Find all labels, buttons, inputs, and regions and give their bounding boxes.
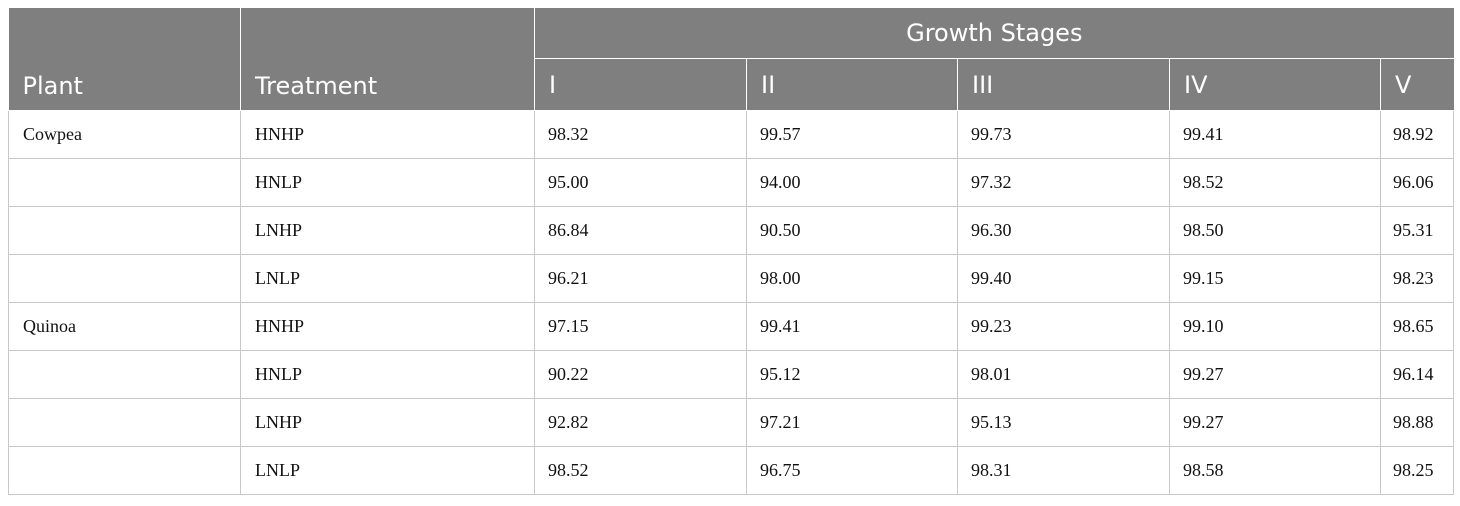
cell-treatment: LNLP <box>240 446 535 495</box>
cell-stage-value: 98.00 <box>746 254 958 303</box>
cell-stage-value: 96.30 <box>957 206 1170 255</box>
cell-stage-value: 96.75 <box>746 446 958 495</box>
cell-stage-value: 99.10 <box>1169 302 1381 351</box>
cell-stage-value: 95.12 <box>746 350 958 399</box>
cell-treatment: HNHP <box>240 302 535 351</box>
cell-plant <box>8 446 241 495</box>
cell-treatment: HNLP <box>240 158 535 207</box>
column-group-growth-stages: Growth Stages <box>533 8 1454 59</box>
table-row: LNLP 98.52 96.75 98.31 98.58 98.25 <box>8 446 1455 495</box>
cell-stage-value: 98.50 <box>1169 206 1381 255</box>
column-header-plant: Plant <box>8 8 241 111</box>
cell-stage-value: 94.00 <box>746 158 958 207</box>
cell-plant <box>8 350 241 399</box>
cell-treatment: HNHP <box>240 110 535 159</box>
cell-stage-value: 98.52 <box>1169 158 1381 207</box>
cell-stage-value: 98.25 <box>1379 446 1455 495</box>
cell-stage-value: 96.21 <box>534 254 747 303</box>
cell-stage-value: 86.84 <box>534 206 747 255</box>
cell-treatment: LNHP <box>240 398 535 447</box>
cell-stage-value: 99.23 <box>957 302 1170 351</box>
table-row: HNLP 90.22 95.12 98.01 99.27 96.14 <box>8 350 1455 399</box>
table-body: Cowpea HNHP 98.32 99.57 99.73 99.41 98.92 HNLP 9… <box>8 110 1455 495</box>
table-row: LNHP 86.84 90.50 96.30 98.50 95.31 <box>8 206 1455 255</box>
cell-stage-value: 90.50 <box>746 206 958 255</box>
column-header-stage-iv: IV <box>1169 58 1381 111</box>
cell-plant: Quinoa <box>8 302 241 351</box>
column-header-stage-v: V <box>1379 58 1454 111</box>
cell-stage-value: 98.52 <box>534 446 747 495</box>
cell-treatment: HNLP <box>240 350 535 399</box>
cell-stage-value: 99.40 <box>957 254 1170 303</box>
cell-stage-value: 99.57 <box>746 110 958 159</box>
table-row: HNLP 95.00 94.00 97.32 98.52 96.06 <box>8 158 1455 207</box>
cell-stage-value: 95.13 <box>957 398 1170 447</box>
cell-stage-value: 95.31 <box>1379 206 1455 255</box>
column-header-stage-i: I <box>534 58 747 111</box>
cell-stage-value: 98.88 <box>1379 398 1455 447</box>
cell-stage-value: 99.41 <box>1169 110 1381 159</box>
cell-stage-value: 98.23 <box>1379 254 1455 303</box>
cell-stage-value: 97.15 <box>534 302 747 351</box>
column-header-stage-ii: II <box>746 58 958 111</box>
cell-treatment: LNLP <box>240 254 535 303</box>
table-row: Cowpea HNHP 98.32 99.57 99.73 99.41 98.92 <box>8 110 1455 159</box>
cell-stage-value: 96.06 <box>1379 158 1455 207</box>
cell-plant <box>8 206 241 255</box>
cell-stage-value: 99.73 <box>957 110 1170 159</box>
cell-stage-value: 98.58 <box>1169 446 1381 495</box>
cell-plant: Cowpea <box>8 110 241 159</box>
table-row: LNHP 92.82 97.21 95.13 99.27 98.88 <box>8 398 1455 447</box>
growth-stages-table: Plant Treatment Growth Stages I II III I… <box>8 8 1455 495</box>
cell-stage-value: 99.27 <box>1169 398 1381 447</box>
cell-stage-value: 98.65 <box>1379 302 1455 351</box>
column-header-treatment: Treatment <box>240 8 535 111</box>
cell-plant <box>8 398 241 447</box>
cell-stage-value: 90.22 <box>534 350 747 399</box>
cell-stage-value: 98.92 <box>1379 110 1455 159</box>
cell-stage-value: 99.41 <box>746 302 958 351</box>
table-row: Quinoa HNHP 97.15 99.41 99.23 99.10 98.65 <box>8 302 1455 351</box>
cell-stage-value: 98.32 <box>534 110 747 159</box>
cell-stage-value: 95.00 <box>534 158 747 207</box>
cell-stage-value: 99.15 <box>1169 254 1381 303</box>
cell-stage-value: 99.27 <box>1169 350 1381 399</box>
cell-stage-value: 92.82 <box>534 398 747 447</box>
table-row: LNLP 96.21 98.00 99.40 99.15 98.23 <box>8 254 1455 303</box>
cell-stage-value: 97.32 <box>957 158 1170 207</box>
cell-treatment: LNHP <box>240 206 535 255</box>
cell-stage-value: 97.21 <box>746 398 958 447</box>
cell-stage-value: 96.14 <box>1379 350 1455 399</box>
cell-plant <box>8 254 241 303</box>
column-header-stage-iii: III <box>957 58 1170 111</box>
table-header: Plant Treatment Growth Stages I II III I… <box>8 8 1454 111</box>
cell-plant <box>8 158 241 207</box>
cell-stage-value: 98.01 <box>957 350 1170 399</box>
cell-stage-value: 98.31 <box>957 446 1170 495</box>
